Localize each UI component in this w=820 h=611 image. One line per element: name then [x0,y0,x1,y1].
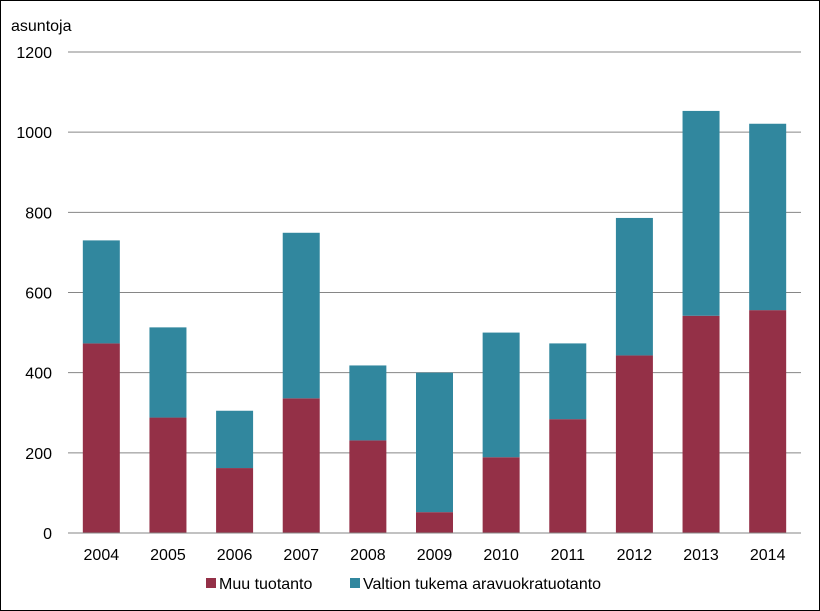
bar-muu-tuotanto-2010 [482,457,520,533]
x-tick-label: 2009 [417,547,453,564]
legend-swatch [206,578,216,588]
legend-swatch [350,578,360,588]
y-tick-label: 400 [25,366,52,383]
bar-muu-tuotanto-2011 [549,419,587,533]
bar-aravuokratuotanto-2014 [749,123,787,311]
y-tick-label: 800 [25,205,52,222]
bar-aravuokratuotanto-2007 [282,232,320,399]
bar-muu-tuotanto-2014 [749,310,787,533]
bars [82,110,787,533]
bar-muu-tuotanto-2012 [615,355,653,533]
bar-muu-tuotanto-2005 [149,417,187,533]
bar-muu-tuotanto-2004 [82,343,120,533]
bar-aravuokratuotanto-2004 [82,240,120,344]
y-tick-label: 1200 [16,45,52,62]
x-tick-label: 2004 [84,547,120,564]
legend-label: Muu tuotanto [219,576,313,593]
legend-label: Valtion tukema aravuokratuotanto [363,576,601,593]
bar-aravuokratuotanto-2012 [615,217,653,356]
x-tick-label: 2013 [683,547,719,564]
x-axis-ticks: 2004 2005 2006 2007 2008 2009 2010 2011 2012 2013… [84,547,786,564]
y-tick-label: 200 [25,446,52,463]
bar-muu-tuotanto-2013 [682,315,720,533]
x-tick-label: 2014 [750,547,786,564]
bar-aravuokratuotanto-2010 [482,332,520,458]
bar-muu-tuotanto-2008 [349,440,387,533]
x-tick-label: 2010 [483,547,519,564]
bar-muu-tuotanto-2006 [216,468,254,533]
y-axis-title: asuntoja [11,18,72,35]
bar-aravuokratuotanto-2006 [216,410,254,469]
y-axis-ticks: 0 200 400 600 800 1000 1200 [16,45,52,543]
y-tick-label: 0 [43,526,52,543]
bar-muu-tuotanto-2009 [416,512,453,533]
x-tick-label: 2007 [283,547,319,564]
bar-aravuokratuotanto-2011 [549,343,587,420]
x-tick-label: 2011 [551,547,586,564]
y-tick-label: 600 [25,286,52,303]
x-tick-label: 2012 [617,547,653,564]
bar-aravuokratuotanto-2013 [682,110,720,316]
x-tick-label: 2005 [150,547,186,564]
bar-aravuokratuotanto-2008 [349,365,387,441]
y-tick-label: 1000 [16,125,52,142]
bar-muu-tuotanto-2007 [282,398,320,533]
legend: Muu tuotanto Valtion tukema aravuokratuot… [206,576,601,593]
gridlines [68,51,801,454]
bar-aravuokratuotanto-2005 [149,327,187,418]
x-tick-label: 2006 [217,547,253,564]
bar-aravuokratuotanto-2009 [416,372,453,513]
x-tick-label: 2008 [350,547,386,564]
